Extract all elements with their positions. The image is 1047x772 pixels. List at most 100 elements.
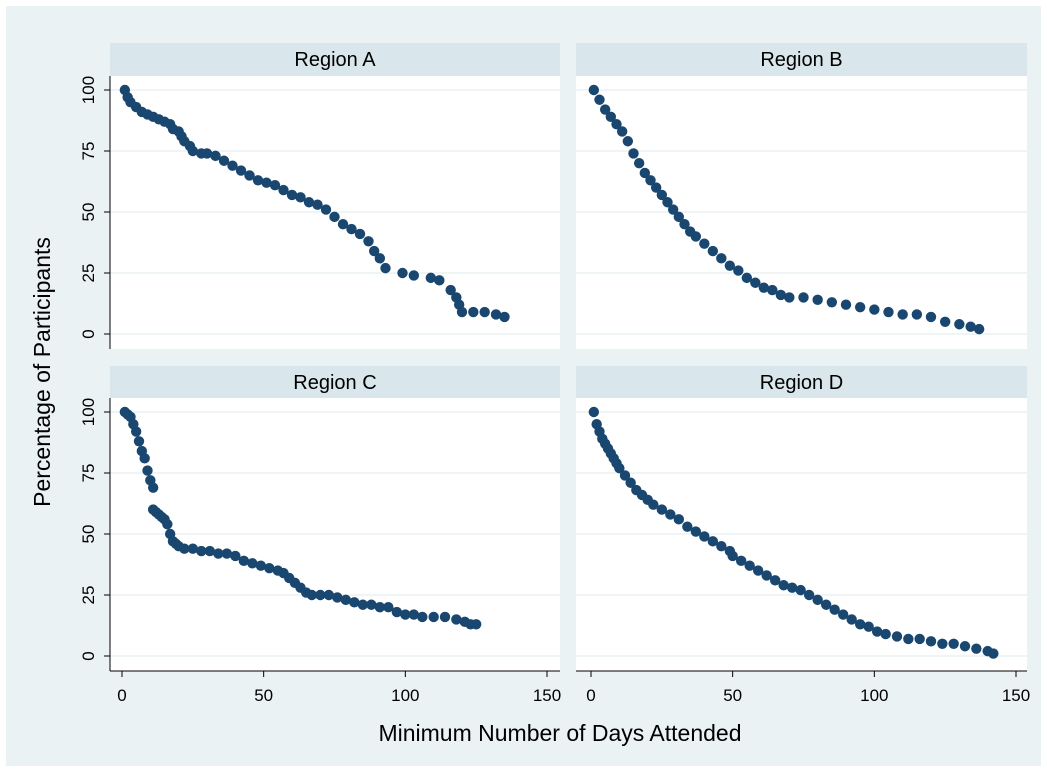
data-point (490, 309, 502, 320)
data-point (312, 199, 323, 210)
data-point (255, 560, 267, 571)
data-point (303, 197, 315, 208)
data-point (758, 282, 770, 293)
data-point (639, 167, 651, 179)
data-point (973, 323, 985, 335)
data-point (869, 304, 880, 315)
data-point (374, 253, 386, 264)
data-point (812, 594, 823, 606)
data-point (605, 111, 617, 123)
data-point (650, 182, 662, 193)
data-point (863, 621, 874, 632)
data-point (699, 238, 710, 249)
data-point (690, 231, 702, 242)
data-point (622, 136, 634, 147)
data-point (451, 614, 462, 625)
data-point (840, 299, 852, 310)
data-point (633, 158, 645, 169)
data-point (235, 165, 247, 176)
panel-header (110, 366, 560, 398)
data-point (278, 184, 289, 196)
data-point (320, 204, 332, 215)
x-tick-label: 100 (391, 686, 419, 705)
data-point (147, 482, 159, 493)
y-tick-label: 100 (79, 76, 98, 104)
y-tick-label: 75 (79, 142, 98, 161)
data-point (374, 602, 386, 613)
data-point (965, 321, 976, 332)
data-point (611, 118, 622, 130)
data-point (775, 289, 787, 301)
data-point (187, 145, 199, 157)
data-point (971, 643, 982, 654)
data-point (673, 211, 685, 223)
x-tick-label: 0 (586, 686, 595, 705)
data-point (690, 526, 702, 537)
data-point (891, 631, 903, 642)
data-point (625, 477, 636, 488)
y-tick-label: 100 (79, 398, 98, 426)
data-point (499, 311, 510, 323)
data-point (470, 619, 482, 630)
data-point (456, 306, 468, 318)
data-point (252, 175, 264, 186)
x-axis-title: Minimum Number of Days Attended (378, 720, 741, 746)
data-point (306, 589, 318, 601)
data-point (925, 636, 937, 647)
data-point (707, 245, 719, 257)
data-point (741, 272, 753, 284)
panel-region-c: Region C 0 25 50 75 100 (79, 366, 560, 671)
data-point (329, 211, 340, 223)
data-point (238, 555, 250, 567)
data-point (656, 189, 668, 201)
x-tick-label: 100 (860, 686, 888, 705)
x-tick-label: 150 (533, 686, 561, 705)
data-point (391, 606, 403, 618)
data-point (750, 277, 761, 288)
data-point (269, 179, 281, 191)
data-point (479, 306, 490, 318)
panel-region-a: Region A 0 25 50 75 100 (79, 43, 560, 349)
data-point (210, 150, 221, 162)
data-point (408, 609, 420, 620)
y-tick-label: 25 (79, 264, 98, 283)
data-point (357, 599, 369, 610)
data-point (363, 236, 374, 247)
data-point (434, 275, 445, 286)
data-point (264, 562, 275, 574)
y-tick-label: 0 (79, 651, 98, 660)
data-point (903, 633, 914, 645)
data-point (244, 170, 255, 181)
data-point (786, 582, 798, 593)
y-tick-label: 50 (79, 203, 98, 222)
data-point (716, 253, 727, 264)
data-point (752, 565, 764, 576)
data-point (383, 602, 394, 613)
data-point (332, 592, 343, 603)
data-point (925, 311, 937, 323)
x-tick-label: 50 (723, 686, 742, 705)
data-point (826, 297, 838, 308)
data-point (295, 192, 306, 203)
y-tick-label: 75 (79, 464, 98, 483)
data-point (417, 611, 428, 623)
data-point (665, 509, 676, 520)
data-point (428, 611, 439, 623)
data-point (380, 262, 391, 274)
data-point (337, 219, 349, 230)
data-point (614, 462, 625, 474)
data-point (716, 541, 727, 552)
data-point (130, 426, 142, 437)
y-tick-label: 50 (79, 525, 98, 544)
data-point (648, 499, 659, 510)
data-point (803, 589, 815, 601)
data-point (142, 465, 153, 476)
data-point (323, 589, 335, 601)
data-point (349, 597, 360, 608)
data-point (911, 309, 923, 320)
data-point (667, 204, 679, 215)
axes-group: 0 50 100 150 0 50 100 150 (110, 670, 1030, 705)
data-point (846, 614, 857, 625)
data-point (599, 104, 611, 115)
